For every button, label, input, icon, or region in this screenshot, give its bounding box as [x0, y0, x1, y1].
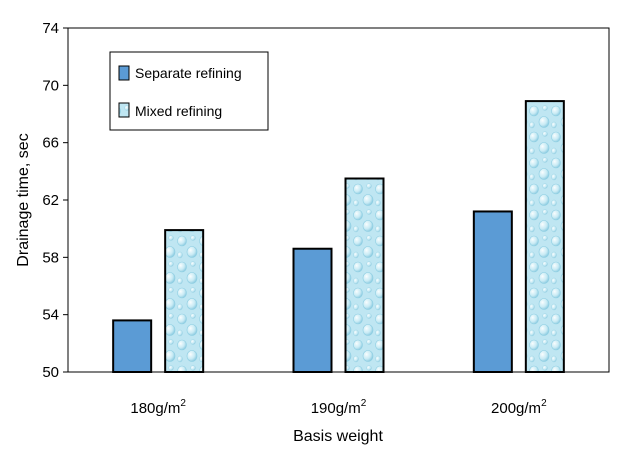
y-tick-label: 62	[42, 192, 59, 209]
bar-separate-refining	[112, 319, 153, 373]
legend-label-mixed-refining: Mixed refining	[135, 103, 222, 119]
y-tick-label: 58	[42, 249, 59, 266]
x-axis: 180g/m2 190g/m2 200g/m2	[130, 398, 547, 417]
y-axis-title: Drainage time, sec	[15, 133, 32, 266]
x-tick-label: 180g/m2	[130, 398, 186, 417]
x-axis-title: Basis weight	[293, 428, 383, 445]
bar-mixed-refining	[524, 100, 565, 373]
legend-box	[109, 51, 269, 131]
legend-swatch-mixed-refining	[118, 102, 130, 118]
y-tick-label: 50	[42, 364, 59, 381]
bar-mixed-refining	[344, 177, 385, 373]
bar-mixed-refining	[164, 229, 205, 373]
legend: Separate refining Mixed refining	[109, 51, 269, 131]
y-tick-label: 66	[42, 135, 59, 152]
legend-swatch-separate-refining	[118, 65, 130, 81]
y-tick-label: 54	[42, 307, 59, 324]
x-tick-label: 190g/m2	[311, 398, 367, 417]
y-tick-label: 74	[42, 20, 59, 37]
y-tick-label: 70	[42, 77, 59, 94]
legend-label-separate-refining: Separate refining	[135, 65, 242, 81]
bar-separate-refining	[472, 210, 513, 373]
y-axis: 50 54 58 62 66 70 74	[42, 20, 68, 381]
bars-group	[112, 100, 565, 374]
bar-separate-refining	[292, 247, 333, 374]
x-tick-label: 200g/m2	[491, 398, 547, 417]
